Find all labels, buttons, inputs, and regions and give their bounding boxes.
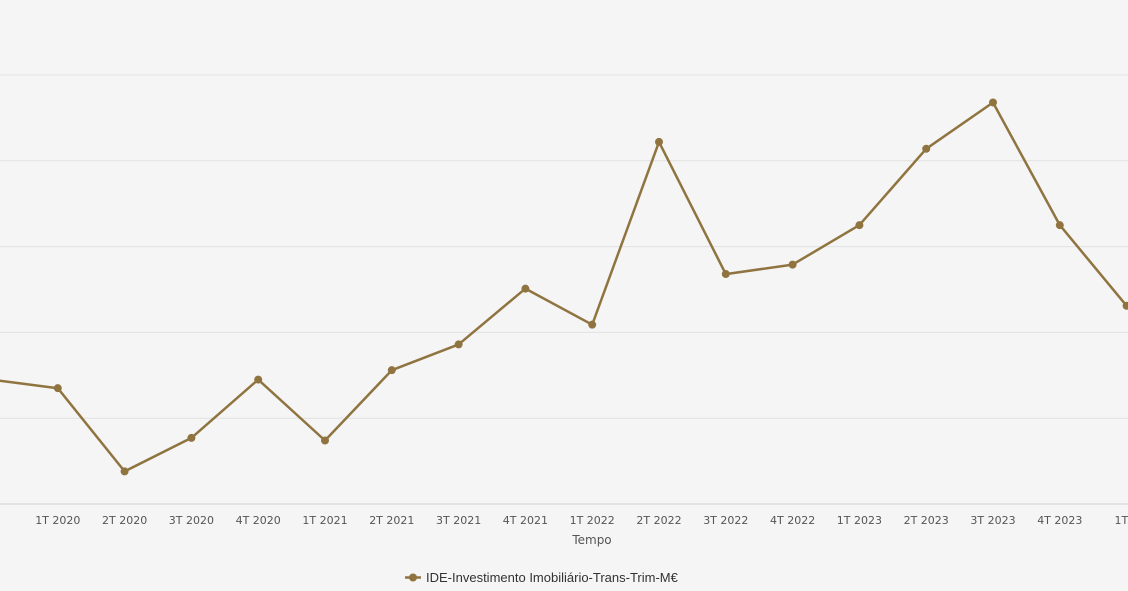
data-point[interactable]: [588, 320, 597, 329]
data-point[interactable]: [321, 436, 329, 445]
data-point[interactable]: [1055, 221, 1064, 230]
x-tick-label: 4T 2023: [1037, 514, 1082, 527]
data-point[interactable]: [387, 366, 396, 375]
gridlines: [0, 74, 1128, 419]
x-tick-label: 2T 2022: [636, 514, 681, 527]
series-line: [0, 101, 1128, 473]
legend-label: IDE-Investimento Imobiliário-Trans-Trim-…: [426, 570, 679, 585]
x-tick-label: 1T 2: [1114, 514, 1128, 527]
x-axis-title: Tempo: [571, 533, 611, 547]
x-tick-label: 2T 2020: [102, 514, 147, 527]
x-tick-label: 4T 2021: [503, 514, 548, 527]
x-tick-label: 4T 2022: [770, 514, 815, 527]
x-tick-label: 3T 2021: [436, 514, 481, 527]
x-tick-label: 2T 2021: [369, 514, 414, 527]
x-tick-label: 4T 2020: [236, 514, 281, 527]
data-point[interactable]: [922, 144, 931, 153]
x-tick-label: 3T 2020: [169, 514, 214, 527]
data-point[interactable]: [655, 137, 663, 146]
x-tick-label: 2T 2023: [904, 514, 949, 527]
data-point[interactable]: [788, 260, 797, 269]
data-point[interactable]: [1122, 301, 1128, 310]
x-tick-label: 1T 2022: [570, 514, 615, 527]
legend[interactable]: IDE-Investimento Imobiliário-Trans-Trim-…: [405, 570, 679, 585]
x-tick-label: 3T 2023: [970, 514, 1015, 527]
x-tick-label: 1T 2021: [302, 514, 347, 527]
data-point[interactable]: [721, 270, 730, 279]
series-line-group: [0, 98, 1128, 476]
x-tick-label: 1T 2023: [837, 514, 882, 527]
data-point[interactable]: [120, 467, 129, 476]
data-point[interactable]: [855, 221, 864, 230]
data-point[interactable]: [989, 98, 997, 107]
data-point[interactable]: [454, 340, 463, 349]
x-tick-label: 3T 2022: [703, 514, 748, 527]
data-point[interactable]: [254, 375, 263, 384]
data-point[interactable]: [53, 384, 62, 393]
data-point[interactable]: [187, 433, 196, 442]
legend-marker-icon: [409, 573, 417, 582]
data-point[interactable]: [521, 284, 530, 293]
x-tick-label: 1T 2020: [35, 514, 80, 527]
